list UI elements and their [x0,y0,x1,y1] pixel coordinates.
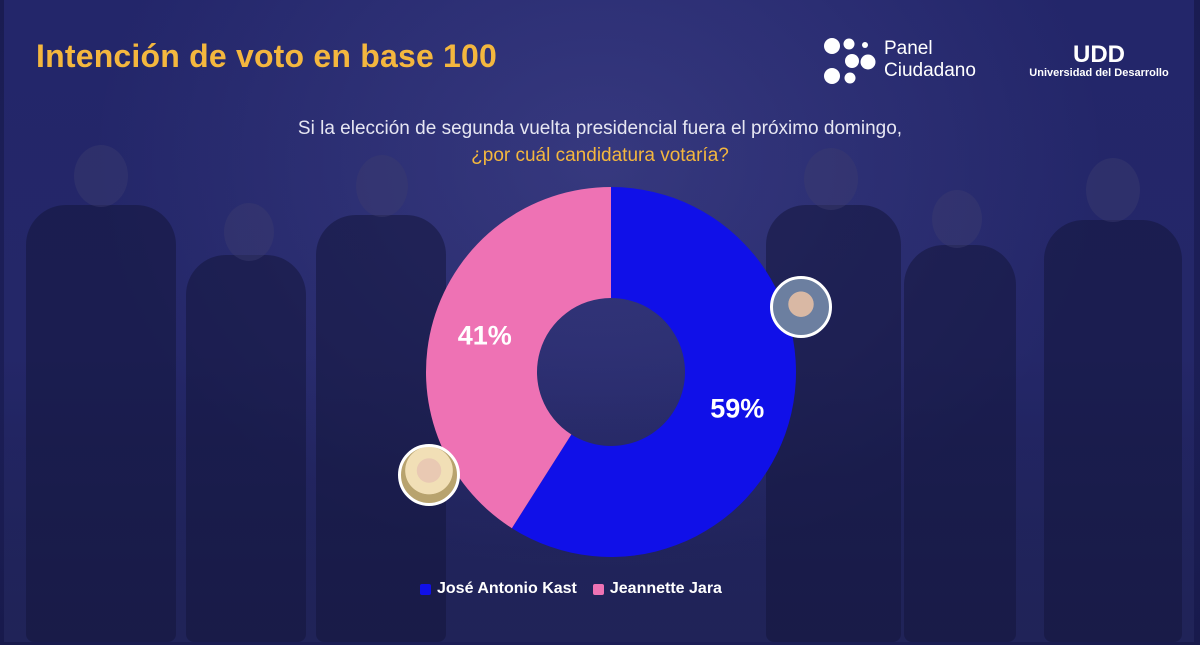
question-line-1: Si la elección de segunda vuelta preside… [297,118,903,139]
legend-swatch [420,583,431,595]
legend-label: José Antonio Kast [437,580,577,597]
donut-slice-jara [425,187,611,529]
udd-mark-icon: UDD [1073,41,1125,68]
legend-swatch [592,583,604,595]
udd-logo: UDD Universidad del Desarrollo [1024,40,1174,84]
page-title: Intención de voto en base 100 [36,38,498,74]
panel-ciudadano-logo: Panel Ciudadano [822,36,1022,86]
legend-item-jara: Jeannette Jara [592,580,722,598]
background-person-head [356,155,408,217]
chart-legend: José Antonio Kast Jeannette Jara [420,577,738,601]
background-person-head [74,145,128,207]
legend-item-kast: José Antonio Kast [420,580,577,598]
donut-slice-kast [511,187,796,557]
background-person [316,215,446,642]
background-stage [4,0,1194,642]
background-person [186,255,306,642]
background-person-head [932,190,982,248]
background-person [1044,220,1182,642]
panel-ciudadano-line-1: Panel [884,38,933,59]
kast-avatar [770,276,832,338]
legend-label: Jeannette Jara [609,580,722,597]
question-line-2: ¿por cuál candidatura votaría? [471,145,729,166]
panel-ciudadano-mark-icon [824,38,876,84]
background-person-head [1086,158,1140,222]
panel-ciudadano-line-2: Ciudadano [884,60,976,81]
udd-caption: Universidad del Desarrollo [1029,67,1169,79]
data-label-kast: 59% [710,394,764,424]
background-person-head [804,148,858,210]
udd-mark-text: UDD [1073,41,1125,66]
background-person [904,245,1016,642]
jara-avatar [398,444,460,506]
data-label-jara: 41% [458,320,512,350]
background-person [26,205,176,642]
background-person-head [224,203,274,261]
